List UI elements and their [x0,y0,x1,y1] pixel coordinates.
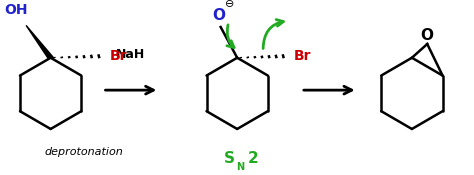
Text: O: O [421,28,434,43]
Text: S: S [224,151,235,166]
Polygon shape [26,25,54,58]
Text: Br: Br [109,49,127,63]
Text: 2: 2 [248,151,259,166]
Text: ⊖: ⊖ [226,0,235,9]
Text: N: N [236,162,244,172]
Text: OH: OH [4,3,27,17]
Text: O: O [212,8,225,23]
Text: NaH: NaH [116,48,146,61]
Text: deprotonation: deprotonation [45,147,123,157]
Text: Br: Br [294,49,311,63]
